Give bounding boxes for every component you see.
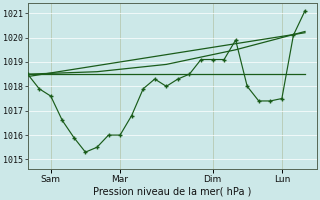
X-axis label: Pression niveau de la mer( hPa ): Pression niveau de la mer( hPa ) (93, 187, 251, 197)
